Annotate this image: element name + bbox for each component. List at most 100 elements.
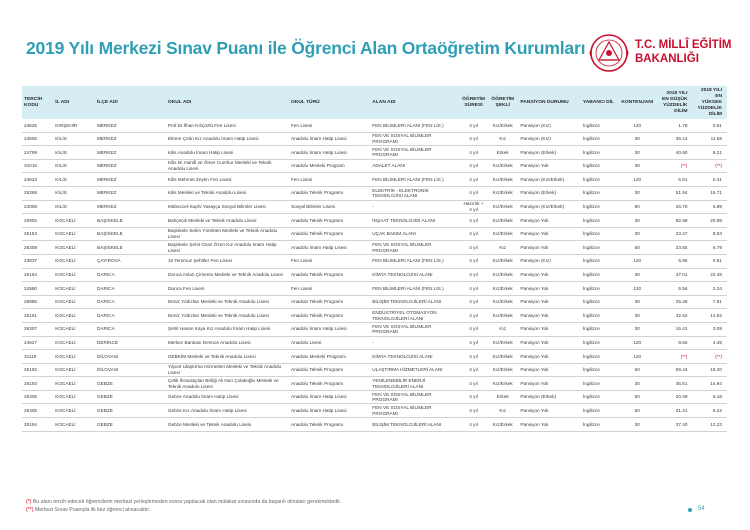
table-cell: 26306 (22, 390, 54, 405)
table-cell: YENİLENEBİLİR ENERJİ TEKNOLOJİLERİ ALANI (370, 376, 460, 391)
table-cell: KİMYA TEKNOLOJİSİ ALANI (370, 268, 460, 283)
table-cell: 24008 (22, 200, 54, 215)
table-cell: MERKEZ (94, 132, 166, 147)
table-cell: 4 yıl (459, 295, 488, 310)
column-header: ÖĞRETİM ŞEKLİ (491, 96, 515, 108)
table-cell: Darıca Aslan Çimento Mesleki ve Teknik A… (165, 268, 289, 283)
table-cell: 4 yıl (459, 119, 488, 133)
table-cell: Anadolu Teknik Programı (288, 295, 371, 310)
table-cell: KOCAELİ (53, 213, 95, 228)
table-row: 25194 KOCAELİ GEBZE Gebze Mesleki ve Teknik… (22, 417, 727, 432)
table-cell: 26.70 (658, 200, 693, 215)
table-cell: Anadolu Teknik Programı (288, 363, 371, 378)
table-row: 24008 KİLİS MERKEZ Mübeccel-Suphi Yasayça S… (22, 200, 727, 215)
table-cell: 60 (616, 240, 659, 255)
table-cell: İngilizce (580, 200, 617, 215)
table-cell: Pansiyon (Kız/Erkek) (518, 200, 581, 215)
table-cell: Deniz Yıldızları Mesleki ve Teknik Anado… (165, 295, 289, 310)
table-cell: İngilizce (580, 213, 617, 228)
table-cell: KOCAELİ (53, 363, 95, 378)
column-header: YABANCI DİL (582, 99, 614, 105)
table-cell: Kız/Erkek (487, 376, 519, 391)
table-cell: Pansiyon Yok (518, 349, 581, 364)
table-cell: KOCAELİ (53, 254, 95, 269)
table-cell: KOCAELİ (53, 268, 95, 283)
table-cell: 2.34 (692, 281, 727, 296)
table-cell: KOCAELİ (53, 349, 95, 364)
table-cell: Çelik İhracatçıları Birliği Ali Nuri Çol… (165, 376, 289, 391)
table-cell: Kilis M. Hanifi ve Ömer Cumhur Mesleki v… (165, 159, 289, 174)
table-cell: 22.48 (692, 268, 727, 283)
table-cell: Kız/Erkek (487, 417, 519, 432)
footnote-1-mark: (*) (26, 499, 32, 505)
table-cell: 40.90 (658, 145, 693, 160)
table-cell: Erkek (487, 390, 519, 405)
table-cell: KOCAELİ (53, 376, 95, 391)
table-cell: 1.78 (658, 119, 693, 133)
table-cell: 4 yıl (459, 240, 488, 255)
table-cell: 11.59 (692, 132, 727, 147)
table-cell: Anadolu Teknik Programı (288, 268, 371, 283)
table-cell: Pansiyon (Erkek) (518, 390, 581, 405)
table-cell: DARICA (94, 268, 166, 283)
table-cell: 6.89 (692, 200, 727, 215)
table-cell: Anadolu Lisesi (288, 336, 371, 351)
table-cell: Prof.Dr.İlhan Kılıçözlü Fen Lisesi (165, 119, 289, 133)
table-cell: 0.51 (692, 119, 727, 133)
table-cell: 37.40 (658, 417, 693, 432)
table-cell: 25194 (22, 417, 54, 432)
table-cell: Anadolu İmam Hatip Lisesi (288, 390, 371, 405)
table-cell: 13.23 (692, 417, 727, 432)
table-cell: 30 (616, 417, 659, 432)
table-row: 25885 KOCAELİ DARICA Deniz Yıldızları Mesle… (22, 295, 727, 310)
table-cell: FEN VE SOSYAL BİLİMLER PROGRAMI (370, 403, 460, 419)
table-row: 24623 KİLİS MERKEZ Kilis Mehmet Zeytin Fen … (22, 172, 727, 187)
table-cell: Kız/Erkek (487, 349, 519, 364)
table-cell: 4 yıl (459, 268, 488, 283)
table-cell: Kız/Erkek (487, 254, 519, 269)
table-cell: 23.55 (658, 240, 693, 255)
table-cell: BAŞİSKELE (94, 213, 166, 228)
table-cell: BİLİŞİM TEKNOLOJİLERİ ALANI (370, 295, 460, 310)
table-cell: 4 yıl (459, 308, 488, 323)
table-cell: Anadolu İmam Hatip Lisesi (288, 145, 371, 160)
table-cell: 3.09 (692, 322, 727, 337)
table-cell: Pansiyon Yok (518, 295, 581, 310)
column-header: ÖĞRETİM SÜRESİ (462, 96, 485, 108)
table-cell: 120 (616, 172, 659, 187)
table-cell: 25193 (22, 376, 54, 391)
table-cell: İngilizce (580, 254, 617, 269)
table-cell: Pansiyon (Kız) (518, 132, 581, 147)
table-cell: 6.22 (692, 403, 727, 419)
table-cell: 4 yıl (459, 159, 488, 174)
table-cell: Anadolu İmam Hatip Lisesi (288, 322, 371, 337)
table-cell: 16.41 (658, 322, 693, 337)
table-row: 24580 KOCAELİ DARICA Darıca Fen Lisesi Fen L… (22, 281, 727, 296)
table-cell: 20.49 (658, 390, 693, 405)
table-cell: Kız/Erkek (487, 363, 519, 378)
table-cell: İngilizce (580, 363, 617, 378)
table-row: 25902 KOCAELİ BAŞİSKELE Bahçecik Mesleki ve… (22, 213, 727, 228)
table-cell: Sosyal Bilimler Lisesi (288, 200, 371, 215)
table-cell: 120 (616, 349, 659, 364)
table-cell: 25161 (22, 308, 54, 323)
table-cell: 51.94 (658, 186, 693, 201)
table-cell: KİLİS (53, 145, 95, 160)
table-cell: KİLİS (53, 132, 95, 147)
table-cell: 0.81 (692, 254, 727, 269)
table-cell: İngilizce (580, 227, 617, 242)
table-cell: KIRŞEHİR (53, 119, 95, 133)
table-cell: 5.56 (658, 281, 693, 296)
table-cell: Şehit Hasan Kaya Kız Anadolu İmam Hatip … (165, 322, 289, 337)
page-number: 54 (698, 506, 705, 512)
table-cell: 4 yıl (459, 213, 488, 228)
table-cell: 14.94 (692, 376, 727, 391)
table-cell: Bahçecik Mesleki ve Teknik Anadolu Lises… (165, 213, 289, 228)
table-cell: Kız/Erkek (487, 186, 519, 201)
column-header: KONTENJANI (621, 99, 654, 105)
table-cell: 30 (616, 295, 659, 310)
table-cell: Kız (487, 322, 519, 337)
table-cell: MERKEZ (94, 145, 166, 160)
table-cell: FEN VE SOSYAL BİLİMLER PROGRAMI (370, 390, 460, 405)
table-cell: Anadolu İmam Hatip Lisesi (288, 403, 371, 419)
